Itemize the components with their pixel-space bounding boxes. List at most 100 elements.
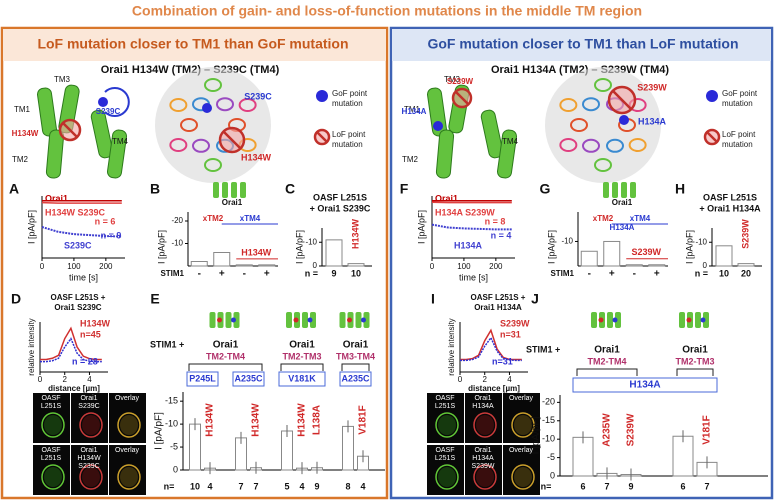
y-axis-label: relative intensity — [27, 318, 36, 375]
cell-outline — [41, 412, 65, 438]
schematic-helix — [591, 312, 597, 328]
bar — [258, 264, 276, 267]
bar-label: H134W — [205, 403, 216, 437]
schematic-helix — [240, 182, 246, 198]
sub-label: V181K — [288, 373, 316, 383]
y-tick-label: -15 — [165, 396, 178, 406]
schematic-helix — [603, 182, 609, 198]
stim-prefix: STIM1 + — [526, 344, 560, 354]
n-label: n = 9 — [101, 230, 122, 240]
y-axis-label: I [pA/pF] — [26, 210, 36, 244]
cell-glow — [82, 415, 100, 435]
bar — [325, 239, 343, 267]
legend-label: GoF point mutation — [332, 89, 368, 108]
micrograph-label: S239C — [78, 463, 99, 470]
n-label: 9 — [314, 481, 319, 491]
profile-line — [460, 328, 522, 361]
schematic-label: H134A — [610, 223, 635, 232]
n-label: n=31 — [500, 329, 521, 339]
bar-label: H134W — [297, 403, 308, 437]
cell-outline — [41, 464, 65, 490]
legend-label: LoF point mutation — [332, 130, 366, 149]
schematic-dot — [361, 317, 366, 323]
x-tick-label: 200 — [99, 262, 113, 271]
cell-outline — [435, 464, 459, 490]
micrograph-label: S239W — [472, 463, 495, 470]
sub-box — [232, 371, 265, 387]
gof-symbol — [619, 115, 629, 125]
n-label: n = 4 — [491, 230, 512, 240]
n-label: n=31 — [492, 356, 513, 366]
sub-label: P245L — [189, 373, 216, 383]
micrograph-label: L251S — [435, 455, 456, 462]
cell-glow — [514, 415, 532, 435]
bar — [648, 264, 666, 267]
helix-top — [204, 158, 222, 172]
micrograph-label: S239C — [78, 403, 99, 410]
gof-symbol — [706, 90, 718, 102]
y-tick-label: 0 — [173, 464, 178, 474]
schematic-helix — [612, 182, 618, 198]
x-axis-label: time [s] — [459, 272, 488, 282]
helix-top — [594, 78, 612, 92]
x-tick-label: 100 — [67, 262, 81, 271]
x-tick-label: + — [654, 269, 660, 280]
x-axis-label: time [s] — [69, 272, 98, 282]
gof-ring — [104, 87, 130, 117]
schematic-label: xTM2 — [593, 214, 614, 223]
schematic-helix — [339, 312, 346, 328]
helix — [435, 129, 455, 179]
x-tick-label: + — [219, 269, 225, 280]
schematic-label: xTM4 — [240, 214, 261, 223]
helix-top — [582, 138, 600, 153]
series-label: H134A S239W — [435, 207, 495, 217]
group-tms: TM2-TM3 — [283, 351, 322, 361]
n-label: n = 6 — [95, 216, 116, 226]
n-label: n = 8 — [485, 216, 506, 226]
n-label: 7 — [704, 481, 709, 491]
helix-label: TM2 — [402, 155, 419, 164]
helix-top — [169, 138, 188, 152]
n-label: 9 — [331, 268, 336, 278]
category-axis-label: STIM1 — [160, 269, 184, 278]
micrograph-label: Orai1 — [80, 395, 97, 402]
helix-label: TM4 — [112, 137, 129, 146]
mutation-label: H134A — [402, 107, 427, 116]
legend-label: GoF point mutation — [722, 89, 758, 108]
micrograph-label: Orai1 — [474, 395, 491, 402]
chart-title: OASF L251S — [703, 192, 757, 202]
micrograph-label: OASF — [41, 447, 60, 454]
lof-slash — [706, 131, 718, 143]
bar-label: S239W — [740, 219, 750, 249]
chart-title: OASF L251S — [313, 192, 367, 202]
schematic-helix — [679, 312, 685, 328]
n-label: n=45 — [80, 329, 101, 339]
schematic-helix — [209, 312, 216, 328]
y-axis-label: I [pA/pF] — [546, 230, 556, 264]
n-label: 7 — [253, 481, 258, 491]
bar — [190, 261, 208, 267]
y-tick-label: -10 — [542, 434, 555, 444]
n-prefix: n = — [695, 268, 708, 278]
cell-outline — [117, 464, 141, 490]
x-tick-label: 0 — [40, 262, 45, 271]
mutation-label: H134W — [241, 152, 272, 162]
sub-label: A235C — [234, 373, 263, 383]
cell-outline — [79, 464, 103, 490]
span-label: H134A — [629, 380, 660, 391]
bar — [189, 423, 201, 471]
n-label: 7 — [604, 481, 609, 491]
micrograph-label: L251S — [41, 455, 62, 462]
x-tick-label: - — [633, 269, 636, 280]
y-axis-label: I [pA/pF] — [156, 230, 166, 264]
bar — [715, 245, 733, 267]
helix-top — [628, 138, 647, 152]
micrograph-label: Overlay — [509, 447, 534, 454]
helix-top — [606, 138, 624, 153]
profile-line — [460, 336, 522, 362]
bar-group-label: H134W — [241, 247, 272, 257]
helix — [480, 109, 504, 159]
helix — [497, 129, 517, 179]
helix-top — [570, 118, 588, 132]
bar-label: S239W — [626, 413, 637, 446]
